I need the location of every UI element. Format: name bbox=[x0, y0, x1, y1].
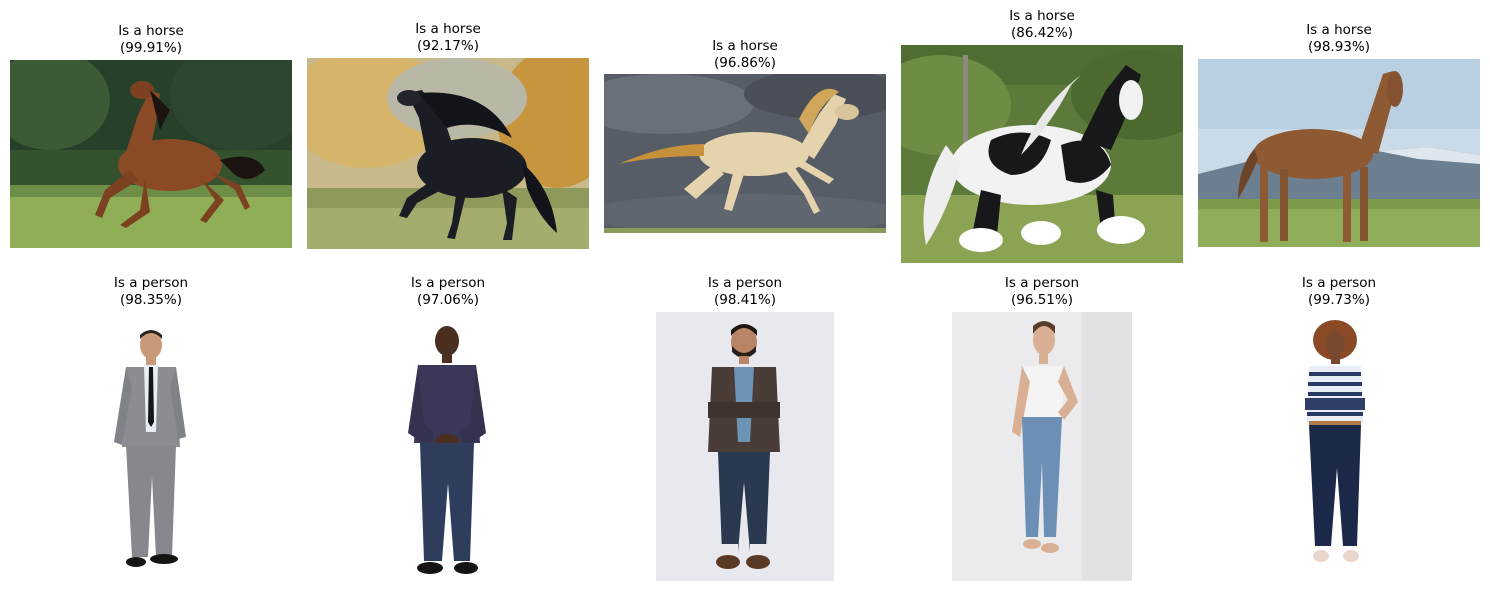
caption-confidence: (86.42%) bbox=[1010, 24, 1073, 41]
caption-person-4: Is a person (96.51%) bbox=[901, 275, 1183, 308]
caption-horse-1: Is a horse (99.91%) bbox=[10, 23, 292, 56]
caption-label: Is a person bbox=[707, 275, 783, 291]
caption-person-1: Is a person (98.35%) bbox=[10, 275, 292, 308]
caption-label: Is a person bbox=[1301, 275, 1377, 291]
caption-person-3: Is a person (98.41%) bbox=[604, 275, 886, 308]
photo-piebald-horse bbox=[901, 45, 1183, 263]
photo-black-horse bbox=[307, 58, 589, 249]
photo-woman-white-tank bbox=[952, 312, 1132, 581]
caption-label: Is a horse bbox=[1306, 22, 1372, 38]
caption-person-2: Is a person (97.06%) bbox=[307, 275, 589, 308]
photo-golden-horse bbox=[604, 74, 886, 233]
caption-confidence: (96.86%) bbox=[713, 54, 776, 71]
photo-bay-horse bbox=[10, 60, 292, 248]
caption-label: Is a person bbox=[1004, 275, 1080, 291]
caption-confidence: (98.93%) bbox=[1307, 38, 1370, 55]
caption-confidence: (98.35%) bbox=[119, 291, 182, 308]
caption-confidence: (99.91%) bbox=[119, 39, 182, 56]
caption-label: Is a person bbox=[113, 275, 189, 291]
caption-horse-4: Is a horse (86.42%) bbox=[901, 8, 1183, 41]
caption-confidence: (97.06%) bbox=[416, 291, 479, 308]
caption-confidence: (99.73%) bbox=[1307, 291, 1370, 308]
photo-man-grey-suit bbox=[106, 327, 196, 575]
photo-man-purple-shirt bbox=[400, 323, 495, 581]
photo-man-brown-blazer bbox=[656, 312, 834, 581]
caption-label: Is a horse bbox=[712, 38, 778, 54]
caption-confidence: (92.17%) bbox=[416, 37, 479, 54]
caption-confidence: (96.51%) bbox=[1010, 291, 1073, 308]
caption-label: Is a horse bbox=[415, 21, 481, 37]
caption-horse-5: Is a horse (98.93%) bbox=[1198, 22, 1480, 55]
caption-label: Is a horse bbox=[118, 23, 184, 39]
caption-person-5: Is a person (99.73%) bbox=[1198, 275, 1480, 308]
caption-horse-2: Is a horse (92.17%) bbox=[307, 21, 589, 54]
photo-woman-striped-shirt bbox=[1293, 318, 1378, 578]
photo-chestnut-horse bbox=[1198, 59, 1480, 247]
caption-label: Is a horse bbox=[1009, 8, 1075, 24]
caption-confidence: (98.41%) bbox=[713, 291, 776, 308]
caption-label: Is a person bbox=[410, 275, 486, 291]
caption-horse-3: Is a horse (96.86%) bbox=[604, 38, 886, 71]
